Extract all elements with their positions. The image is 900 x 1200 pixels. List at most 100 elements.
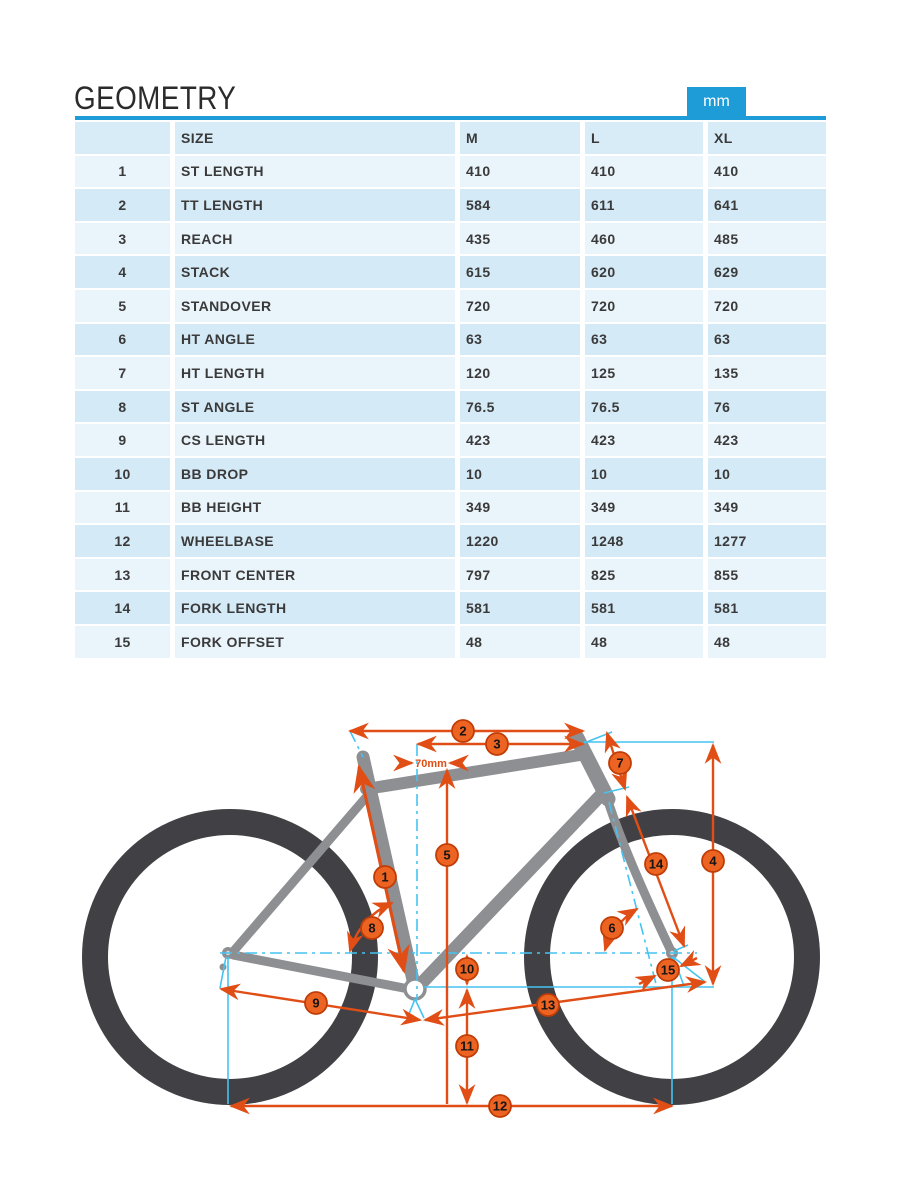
value-cell-l: 620 xyxy=(585,256,703,288)
value-cell-l: 349 xyxy=(585,491,703,524)
row-label-cell: REACH xyxy=(175,222,455,255)
table-row: 9 CS LENGTH 423 423 423 xyxy=(75,424,826,456)
table-row: 15 FORK OFFSET 48 48 48 xyxy=(75,625,826,658)
dimension-marker-number: 9 xyxy=(312,996,319,1011)
value-cell-m: 584 xyxy=(460,189,580,221)
dimension-marker-13 xyxy=(536,993,560,1017)
dimension-marker-number: 6 xyxy=(608,921,615,936)
value-cell-l: 460 xyxy=(585,222,703,255)
row-label-cell: TT LENGTH xyxy=(175,189,455,221)
dimension-marker-number: 7 xyxy=(616,756,623,771)
bottom-bracket xyxy=(403,977,427,1001)
inline-dim-label: 70mm xyxy=(415,758,447,770)
dimension-marker-number: 11 xyxy=(460,1039,474,1054)
row-number-cell: 7 xyxy=(75,357,170,389)
header-cell xyxy=(75,122,170,154)
dimension-marker-number: 14 xyxy=(649,857,664,872)
table-row: 14 FORK LENGTH 581 581 581 xyxy=(75,592,826,624)
value-cell-m: 435 xyxy=(460,222,580,255)
table-header-row: SIZE M L XL xyxy=(75,122,826,154)
row-number-cell: 6 xyxy=(75,323,170,356)
table-row: 11 BB HEIGHT 349 349 349 xyxy=(75,491,826,524)
value-cell-xl: 485 xyxy=(708,222,826,255)
value-cell-l: 48 xyxy=(585,625,703,658)
value-cell-m: 48 xyxy=(460,625,580,658)
row-label-cell: CS LENGTH xyxy=(175,424,455,456)
row-number-cell: 14 xyxy=(75,592,170,624)
dimension-marker-number: 1 xyxy=(381,870,388,885)
value-cell-m: 10 xyxy=(460,457,580,490)
table-row: 10 BB DROP 10 10 10 xyxy=(75,457,826,490)
page-title: GEOMETRY xyxy=(74,80,237,116)
value-cell-l: 581 xyxy=(585,592,703,624)
dimension-marker-12 xyxy=(488,1094,512,1118)
row-number-cell: 10 xyxy=(75,457,170,490)
value-cell-xl: 629 xyxy=(708,256,826,288)
row-label-cell: ST ANGLE xyxy=(175,390,455,423)
value-cell-l: 825 xyxy=(585,558,703,591)
dimension-marker-1 xyxy=(373,865,397,889)
dimension-marker-number: 12 xyxy=(493,1099,507,1114)
dimension-marker-2 xyxy=(451,719,475,743)
dimension-marker-number: 2 xyxy=(459,724,466,739)
dimension-marker-7 xyxy=(608,751,632,775)
value-cell-m: 581 xyxy=(460,592,580,624)
value-cell-xl: 1277 xyxy=(708,525,826,557)
value-cell-l: 10 xyxy=(585,457,703,490)
value-cell-xl: 720 xyxy=(708,289,826,322)
value-cell-l: 125 xyxy=(585,357,703,389)
value-cell-m: 423 xyxy=(460,424,580,456)
value-cell-m: 349 xyxy=(460,491,580,524)
row-number-cell: 1 xyxy=(75,155,170,188)
header-cell: XL xyxy=(708,122,826,154)
row-label-cell: FRONT CENTER xyxy=(175,558,455,591)
row-number-cell: 4 xyxy=(75,256,170,288)
row-label-cell: WHEELBASE xyxy=(175,525,455,557)
dimension-marker-9 xyxy=(304,991,328,1015)
value-cell-l: 720 xyxy=(585,289,703,322)
dimension-marker-number: 4 xyxy=(709,854,717,869)
value-cell-m: 615 xyxy=(460,256,580,288)
value-cell-m: 63 xyxy=(460,323,580,356)
value-cell-xl: 410 xyxy=(708,155,826,188)
table-row: 7 HT LENGTH 120 125 135 xyxy=(75,357,826,389)
dimension-marker-11 xyxy=(455,1034,479,1058)
header-cell: L xyxy=(585,122,703,154)
dimension-marker-15 xyxy=(656,958,680,982)
table-row: 13 FRONT CENTER 797 825 855 xyxy=(75,558,826,591)
table-row: 2 TT LENGTH 584 611 641 xyxy=(75,189,826,221)
row-number-cell: 2 xyxy=(75,189,170,221)
row-label-cell: FORK OFFSET xyxy=(175,625,455,658)
header-cell: SIZE xyxy=(175,122,455,154)
row-number-cell: 12 xyxy=(75,525,170,557)
title-underline xyxy=(75,116,826,120)
row-label-cell: ST LENGTH xyxy=(175,155,455,188)
table-row: 5 STANDOVER 720 720 720 xyxy=(75,289,826,322)
dimension-marker-4 xyxy=(701,849,725,873)
value-cell-l: 1248 xyxy=(585,525,703,557)
table-row: 6 HT ANGLE 63 63 63 xyxy=(75,323,826,356)
value-cell-xl: 349 xyxy=(708,491,826,524)
value-cell-m: 720 xyxy=(460,289,580,322)
row-number-cell: 11 xyxy=(75,491,170,524)
bike-geometry-diagram: 70mm 1 2 3 4 5 6 7 8 9 10 11 12 13 14 15 xyxy=(0,690,900,1160)
value-cell-xl: 48 xyxy=(708,625,826,658)
value-cell-xl: 76 xyxy=(708,390,826,423)
table-row: 4 STACK 615 620 629 xyxy=(75,256,826,288)
dimension-marker-number: 13 xyxy=(541,998,555,1013)
dimension-marker-5 xyxy=(435,843,459,867)
value-cell-l: 423 xyxy=(585,424,703,456)
row-label-cell: FORK LENGTH xyxy=(175,592,455,624)
unit-toggle-badge[interactable]: mm xyxy=(687,87,746,117)
dimension-marker-number: 10 xyxy=(460,962,474,977)
row-label-cell: BB HEIGHT xyxy=(175,491,455,524)
value-cell-xl: 581 xyxy=(708,592,826,624)
row-label-cell: STANDOVER xyxy=(175,289,455,322)
value-cell-m: 797 xyxy=(460,558,580,591)
row-label-cell: HT LENGTH xyxy=(175,357,455,389)
value-cell-l: 410 xyxy=(585,155,703,188)
row-label-cell: STACK xyxy=(175,256,455,288)
value-cell-xl: 63 xyxy=(708,323,826,356)
